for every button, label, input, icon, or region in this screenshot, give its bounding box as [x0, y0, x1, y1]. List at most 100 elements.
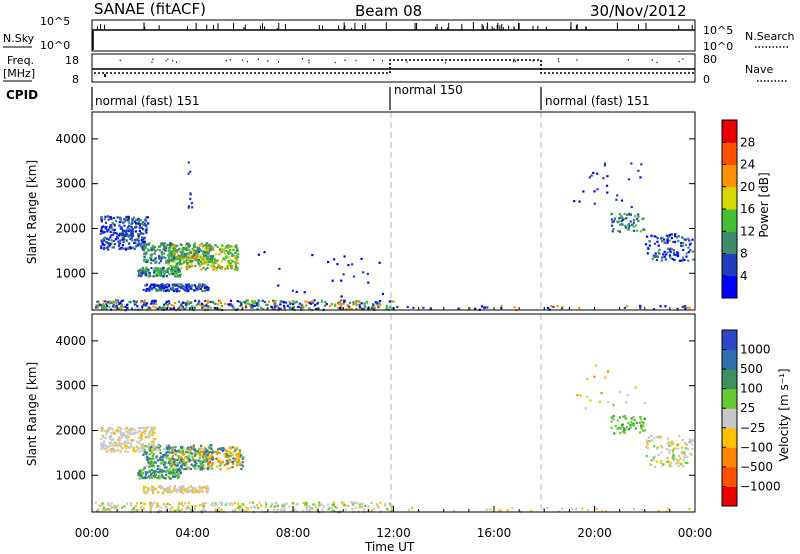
velocity-cell [316, 507, 319, 510]
velocity-cell [375, 503, 379, 506]
velocity-cell [205, 459, 208, 463]
power-cell [234, 246, 237, 249]
velocity-cell [129, 427, 133, 430]
velocity-cell [146, 471, 149, 474]
velocity-cbar-tick-5: −100 [740, 440, 773, 454]
power-cell [102, 237, 105, 240]
power-cell [126, 306, 129, 310]
power-cell [250, 304, 253, 307]
power-cell [131, 217, 134, 220]
velocity-cell [107, 427, 110, 430]
power-cell [646, 235, 649, 238]
velocity-cell [101, 509, 104, 512]
power-cell [196, 285, 199, 288]
velocity-cell [132, 439, 135, 442]
power-cell [143, 236, 146, 240]
power-cell [170, 303, 173, 307]
power-cell [187, 303, 191, 306]
velocity-cell [114, 449, 117, 452]
power-cell [126, 234, 130, 237]
x-tick-label-5: 20:00 [577, 526, 612, 540]
velocity-cell [119, 450, 122, 453]
velocity-cell [386, 508, 389, 512]
power-cell [300, 303, 303, 306]
velocity-cell [199, 450, 203, 453]
power-cell [231, 304, 234, 307]
power-cell [210, 245, 213, 248]
power-cell [133, 238, 136, 242]
velocity-cell [202, 509, 205, 512]
power-cell [165, 245, 168, 248]
power-cell [206, 307, 209, 310]
power-cell [159, 269, 162, 272]
power-cell [635, 229, 639, 232]
power-cell [103, 236, 107, 239]
power-cell [167, 263, 170, 266]
velocity-cell [316, 509, 319, 512]
power-cell [139, 273, 142, 276]
power-cell [157, 284, 160, 287]
velocity-cell [152, 448, 155, 451]
power-cell [147, 222, 150, 225]
power-cell [191, 206, 194, 209]
power-cell [677, 239, 680, 243]
freq-unit: [MHz] [3, 67, 35, 80]
velocity-cell [672, 454, 676, 457]
velocity-cell [143, 451, 146, 454]
power-cell [225, 249, 228, 253]
velocity-cell [681, 452, 684, 455]
freq-dot [651, 59, 653, 61]
power-cell [147, 249, 150, 252]
power-cell [184, 283, 188, 286]
power-cell [229, 248, 232, 252]
velocity-cell [116, 449, 120, 452]
velocity-cell [97, 509, 100, 512]
velocity-cell [630, 423, 633, 426]
velocity-cell [134, 428, 137, 431]
velocity-cell [530, 510, 533, 513]
power-cell [142, 247, 145, 250]
power-cell [130, 229, 133, 232]
power-cell [203, 262, 206, 265]
power-cell [204, 299, 207, 303]
power-cell [122, 233, 126, 236]
velocity-cell [113, 441, 116, 445]
velocity-cell [109, 434, 112, 438]
velocity-cell [135, 504, 138, 507]
power-cell [681, 259, 684, 262]
velocity-cell [141, 472, 145, 475]
velocity-cell [158, 485, 161, 488]
power-cell [192, 257, 195, 261]
velocity-cell [154, 437, 157, 441]
freq-dot [406, 61, 408, 63]
velocity-cell [318, 501, 321, 504]
velocity-cell [616, 427, 619, 430]
power-cell [211, 261, 214, 264]
power-cell [109, 216, 112, 219]
freq-label: Freq. [7, 54, 34, 67]
power-cell [140, 222, 143, 225]
power-cell [673, 240, 677, 244]
velocity-cell [116, 429, 119, 432]
velocity-cell [194, 459, 197, 462]
power-cell [684, 243, 688, 247]
power-cell [129, 232, 133, 235]
velocity-cell [169, 470, 172, 473]
velocity-cell [153, 426, 156, 429]
power-cell [174, 266, 177, 269]
velocity-cell [118, 435, 121, 439]
power-cell [210, 259, 214, 262]
velocity-cell [265, 501, 268, 504]
power-cell [176, 288, 179, 291]
power-cell [201, 252, 205, 255]
power-cell [102, 307, 105, 310]
velocity-cell [227, 459, 230, 462]
velocity-cell [211, 456, 214, 459]
velocity-cell [180, 456, 183, 459]
velocity-cell [171, 469, 174, 472]
freq-strip: 18 8 80 0 Freq. [MHz] Nave [3, 53, 787, 86]
velocity-cell [219, 448, 223, 451]
velocity-cell [158, 477, 162, 480]
power-cell [299, 306, 303, 309]
power-cell [138, 233, 141, 236]
